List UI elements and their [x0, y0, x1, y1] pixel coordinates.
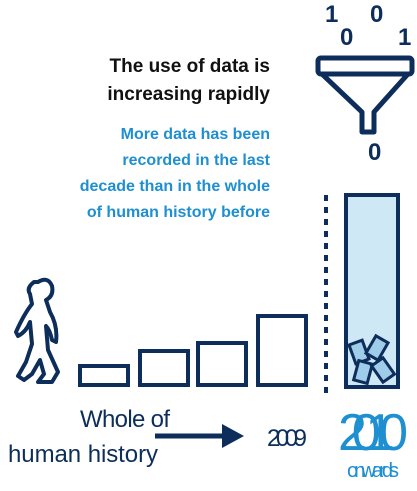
- past-label: Whole of: [80, 406, 170, 433]
- subtitle-line: of human history before: [87, 204, 270, 221]
- funnel: [318, 58, 412, 132]
- binary-digit: 0: [340, 24, 353, 51]
- current-year: 2010: [338, 404, 408, 462]
- infographic: The use of data is increasing rapidly Mo…: [0, 0, 417, 486]
- past-label: human history: [8, 441, 158, 468]
- falling-digit: 0: [368, 139, 381, 166]
- previous-year: 2009: [267, 425, 307, 452]
- binary-digit: 0: [370, 1, 383, 28]
- human-figure: [16, 280, 58, 382]
- arrow-head: [222, 424, 244, 448]
- title-line: increasing rapidly: [107, 84, 270, 105]
- subtitle-line: decade than in the whole: [80, 178, 270, 195]
- subtitle-line: recorded in the last: [122, 152, 270, 169]
- current-suffix: onwards: [347, 460, 399, 482]
- subtitle-line: More data has been: [121, 126, 270, 143]
- growth-boxes: [80, 316, 306, 385]
- binary-digit: 1: [325, 1, 338, 28]
- title-line: The use of data is: [110, 56, 270, 77]
- binary-digit: 1: [398, 24, 411, 51]
